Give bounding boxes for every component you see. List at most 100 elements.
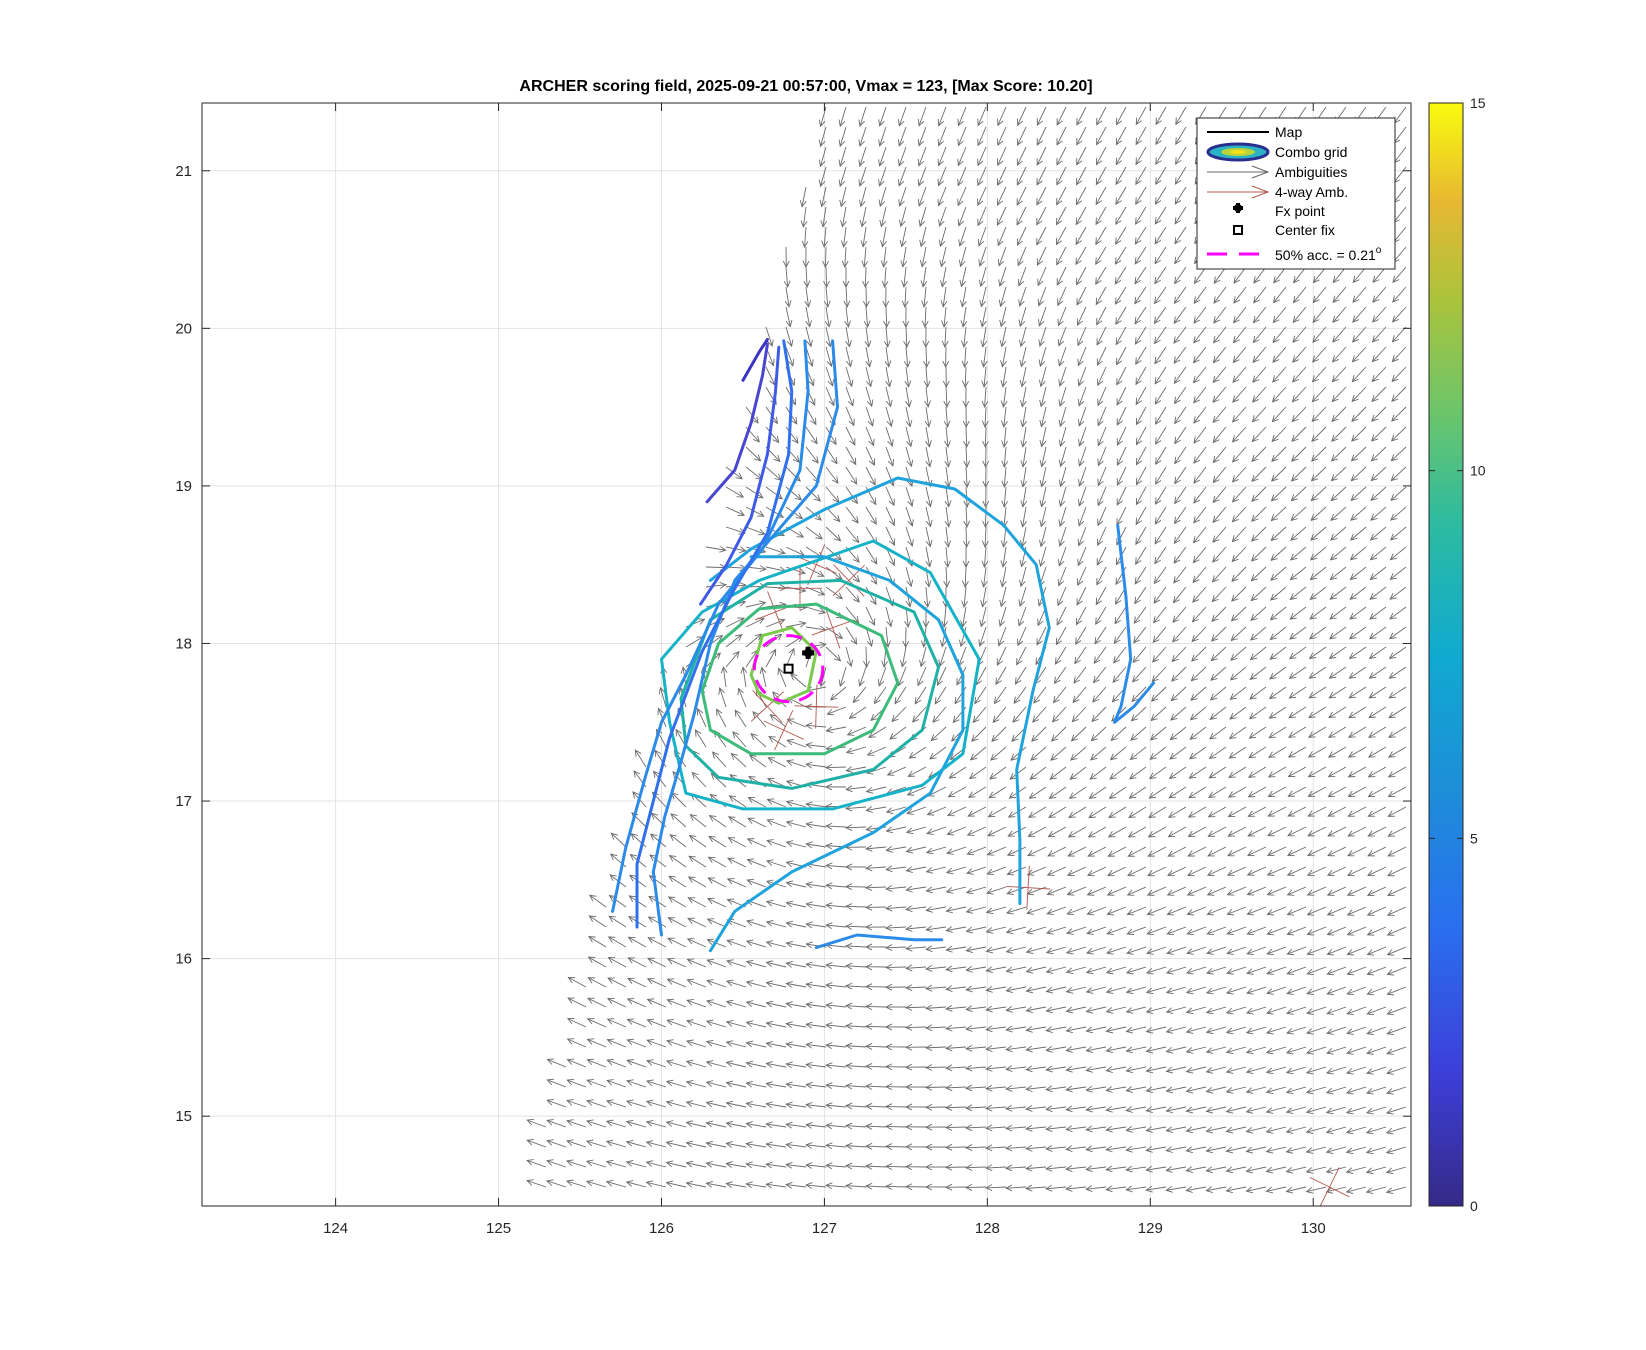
wind-vector-arrow [1346,866,1367,877]
wind-vector-arrow [1305,1146,1327,1154]
wind-vector-arrow [884,626,891,648]
wind-vector-arrow [938,226,947,248]
wind-vector-arrow [1385,1146,1407,1155]
wind-vector-arrow [904,1163,927,1171]
wind-vector-arrow [1039,486,1047,508]
wind-vector-arrow [919,226,927,248]
wind-vector-arrow [1292,346,1307,363]
wind-vector-arrow [825,1102,847,1110]
wind-vector-arrow [566,1058,587,1068]
four-way-arrow [1027,865,1030,888]
wind-vector-arrow [865,446,876,467]
wind-vector-arrow [1193,506,1207,524]
wind-vector-arrow [1153,606,1167,624]
wind-vector-arrow [1287,766,1307,778]
wind-vector-arrow [1106,906,1127,916]
wind-vector-arrow [1208,766,1227,779]
wind-vector-arrow [884,1043,907,1051]
wind-vector-arrow [1270,586,1287,601]
wind-vector-arrow [1069,766,1087,780]
wind-vector-arrow [1285,1086,1307,1095]
wind-vector-arrow [1014,666,1027,685]
wind-vector-arrow [945,1104,967,1111]
contour-line [651,339,839,937]
four-way-arrow [1319,1186,1330,1206]
wind-vector-arrow [765,1020,787,1028]
wind-vector-arrow [943,386,951,408]
wind-vector-arrow [725,1141,747,1148]
wind-vector-arrow [1000,526,1008,548]
wind-vector-arrow [965,906,987,914]
wind-vector-arrow [977,166,987,187]
wind-vector-arrow [745,446,762,462]
wind-vector-arrow [1266,986,1287,995]
wind-vector-arrow [585,1119,607,1128]
wind-vector-arrow [1085,986,1107,994]
wind-vector-arrow [1025,1085,1047,1093]
wind-vector-arrow [844,306,852,328]
wind-vector-arrow [1285,1066,1307,1075]
wind-vector-arrow [985,986,1007,993]
wind-vector-arrow [1292,266,1307,284]
wind-vector-arrow [1093,646,1107,665]
wind-vector-arrow [845,1142,867,1150]
wind-vector-arrow [1135,206,1147,225]
wind-vector-arrow [1245,1106,1267,1114]
wind-vector-arrow [939,626,947,648]
wind-vector-arrow [944,526,952,548]
wind-vector-arrow [785,326,794,348]
contour-line [708,476,1051,905]
wind-vector-arrow [1154,226,1167,245]
wind-vector-arrow [1036,206,1047,226]
wind-vector-arrow [997,226,1007,247]
wind-vector-arrow [546,1179,567,1188]
wind-vector-arrow [1246,986,1267,995]
wind-vector-arrow [805,426,818,445]
wind-vector-arrow [790,673,807,688]
wind-vector-arrow [696,707,707,728]
wind-vector-arrow [1309,586,1327,600]
wind-vector-arrow [945,926,967,933]
wind-vector-arrow [1213,286,1227,304]
wind-vector-arrow [865,1043,887,1050]
wind-vector-arrow [965,965,987,973]
wind-vector-arrow [765,546,786,555]
wind-vector-arrow [1065,1185,1087,1192]
wind-vector-arrow [997,246,1007,267]
wind-vector-arrow [1312,286,1327,304]
wind-vector-arrow [1145,1146,1167,1153]
wind-vector-arrow [706,918,727,928]
wind-vector-arrow [805,1081,827,1089]
y-tick-label: 16 [175,951,192,968]
wind-vector-arrow [765,1181,787,1189]
wind-vector-arrow [605,1159,627,1168]
wind-vector-arrow [766,859,787,868]
wind-vector-arrow [1076,306,1087,327]
wind-vector-arrow [1038,326,1047,347]
wind-vector-arrow [1252,326,1267,344]
wind-vector-arrow [1228,726,1247,740]
wind-vector-arrow [1028,786,1047,799]
wind-vector-arrow [588,915,607,928]
wind-vector-arrow [985,1144,1007,1152]
wind-vector-arrow [1230,606,1247,622]
wind-vector-arrow [1057,306,1067,327]
wind-vector-arrow [838,666,847,688]
wind-vector-arrow [1058,526,1067,547]
wind-vector-arrow [864,983,887,991]
wind-vector-arrow [1245,1086,1267,1094]
wind-vector-arrow [1370,506,1387,521]
wind-vector-arrow [852,686,867,704]
wind-vector-arrow [765,326,774,347]
wind-vector-arrow [1075,226,1087,246]
wind-vector-arrow [1058,426,1067,448]
wind-vector-arrow [885,386,893,408]
wind-vector-arrow [965,1005,987,1013]
wind-vector-arrow [1212,466,1227,484]
four-way-arrow [832,627,841,649]
wind-vector-arrow [1288,686,1307,699]
legend: Map Combo grid Ambiguities 4-way Amb. Fx… [1196,117,1396,270]
wind-vector-arrow [1266,1006,1287,1015]
wind-vector-arrow [1065,1006,1087,1014]
wind-vector-arrow [924,1143,947,1151]
